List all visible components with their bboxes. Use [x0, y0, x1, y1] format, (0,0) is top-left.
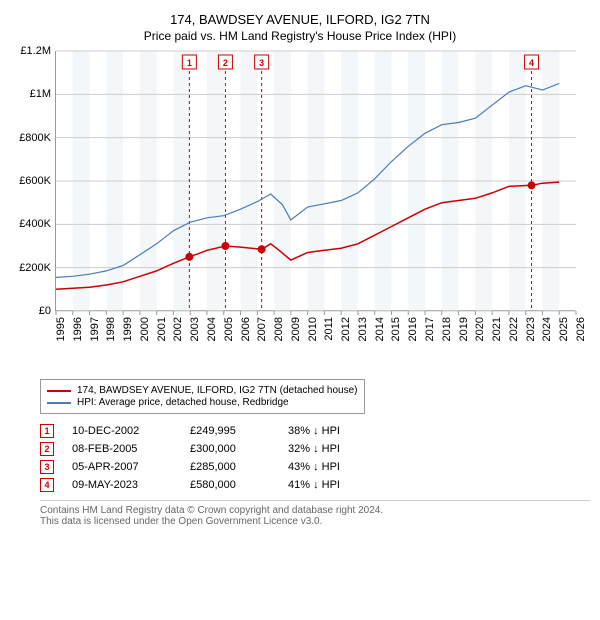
y-axis: £0£200K£400K£600K£800K£1M£1.2M	[10, 51, 55, 311]
x-tick-label: 1995	[55, 317, 67, 341]
legend-swatch-blue	[47, 402, 71, 404]
y-tick-label: £600K	[19, 175, 51, 187]
x-tick-label: 2007	[256, 317, 268, 341]
x-tick-label: 2021	[491, 317, 503, 341]
x-tick-label: 2008	[273, 317, 285, 341]
chart-subtitle: Price paid vs. HM Land Registry's House …	[10, 29, 590, 43]
x-tick-label: 2006	[240, 317, 252, 341]
legend: 174, BAWDSEY AVENUE, ILFORD, IG2 7TN (de…	[40, 379, 365, 414]
x-tick-label: 1997	[89, 317, 101, 341]
transaction-pct: 38% ↓ HPI	[288, 425, 378, 437]
legend-label-blue: HPI: Average price, detached house, Redb…	[77, 397, 289, 408]
transaction-date: 08-FEB-2005	[72, 443, 172, 455]
x-tick-label: 2011	[323, 317, 335, 341]
transaction-pct: 32% ↓ HPI	[288, 443, 378, 455]
transaction-price: £285,000	[190, 461, 270, 473]
x-tick-label: 2002	[172, 317, 184, 341]
transaction-pct: 41% ↓ HPI	[288, 479, 378, 491]
x-tick-label: 2005	[223, 317, 235, 341]
transaction-index: 1	[40, 424, 54, 438]
footer-line2: This data is licensed under the Open Gov…	[40, 516, 590, 527]
y-tick-label: £0	[39, 305, 51, 317]
x-tick-label: 2019	[458, 317, 470, 341]
x-tick-label: 2014	[374, 317, 386, 341]
svg-text:2: 2	[223, 58, 228, 68]
x-tick-label: 2012	[340, 317, 352, 341]
plot-area: 1 2 3 4	[55, 51, 575, 311]
chart-title: 174, BAWDSEY AVENUE, ILFORD, IG2 7TN	[10, 12, 590, 27]
transaction-row: 4 09-MAY-2023 £580,000 41% ↓ HPI	[40, 478, 590, 492]
x-tick-label: 2022	[508, 317, 520, 341]
transaction-price: £580,000	[190, 479, 270, 491]
x-tick-label: 2024	[541, 317, 553, 341]
x-tick-label: 2001	[156, 317, 168, 341]
transaction-date: 09-MAY-2023	[72, 479, 172, 491]
transactions-table: 1 10-DEC-2002 £249,995 38% ↓ HPI 2 08-FEB-200…	[40, 424, 590, 492]
x-tick-label: 2003	[189, 317, 201, 341]
x-tick-label: 2026	[575, 317, 587, 341]
x-tick-label: 2017	[424, 317, 436, 341]
x-tick-label: 1996	[72, 317, 84, 341]
transaction-row: 1 10-DEC-2002 £249,995 38% ↓ HPI	[40, 424, 590, 438]
x-tick-label: 1998	[105, 317, 117, 341]
transaction-price: £249,995	[190, 425, 270, 437]
x-tick-label: 2016	[407, 317, 419, 341]
legend-row-blue: HPI: Average price, detached house, Redb…	[47, 397, 358, 408]
transaction-index: 2	[40, 442, 54, 456]
chart-area: £0£200K£400K£600K£800K£1M£1.2M 1234 1995…	[10, 51, 590, 371]
legend-label-red: 174, BAWDSEY AVENUE, ILFORD, IG2 7TN (de…	[77, 385, 358, 396]
x-tick-label: 2010	[307, 317, 319, 341]
x-tick-label: 2009	[290, 317, 302, 341]
transaction-row: 2 08-FEB-2005 £300,000 32% ↓ HPI	[40, 442, 590, 456]
transaction-date: 10-DEC-2002	[72, 425, 172, 437]
svg-text:1: 1	[187, 58, 192, 68]
x-tick-label: 2004	[206, 317, 218, 341]
y-tick-label: £800K	[19, 132, 51, 144]
x-tick-label: 2000	[139, 317, 151, 341]
transaction-price: £300,000	[190, 443, 270, 455]
transaction-index: 3	[40, 460, 54, 474]
legend-row-red: 174, BAWDSEY AVENUE, ILFORD, IG2 7TN (de…	[47, 385, 358, 396]
x-tick-label: 2020	[474, 317, 486, 341]
transaction-index: 4	[40, 478, 54, 492]
y-tick-label: £1.2M	[20, 45, 51, 57]
x-tick-label: 2025	[558, 317, 570, 341]
x-axis: 1995 1996 1997 1998 1999 2000 2001 2002 2003 2004…	[55, 313, 575, 363]
x-tick-label: 2018	[441, 317, 453, 341]
svg-text:4: 4	[529, 58, 534, 68]
x-tick-label: 2015	[390, 317, 402, 341]
footer: Contains HM Land Registry data © Crown c…	[40, 500, 590, 527]
x-tick-label: 2013	[357, 317, 369, 341]
transaction-pct: 43% ↓ HPI	[288, 461, 378, 473]
footer-line1: Contains HM Land Registry data © Crown c…	[40, 505, 590, 516]
x-tick-label: 1999	[122, 317, 134, 341]
transaction-date: 05-APR-2007	[72, 461, 172, 473]
y-tick-label: £1M	[30, 88, 51, 100]
transaction-row: 3 05-APR-2007 £285,000 43% ↓ HPI	[40, 460, 590, 474]
svg-text:3: 3	[259, 58, 264, 68]
x-tick-label: 2023	[525, 317, 537, 341]
y-tick-label: £400K	[19, 218, 51, 230]
y-tick-label: £200K	[19, 262, 51, 274]
legend-swatch-red	[47, 390, 71, 392]
